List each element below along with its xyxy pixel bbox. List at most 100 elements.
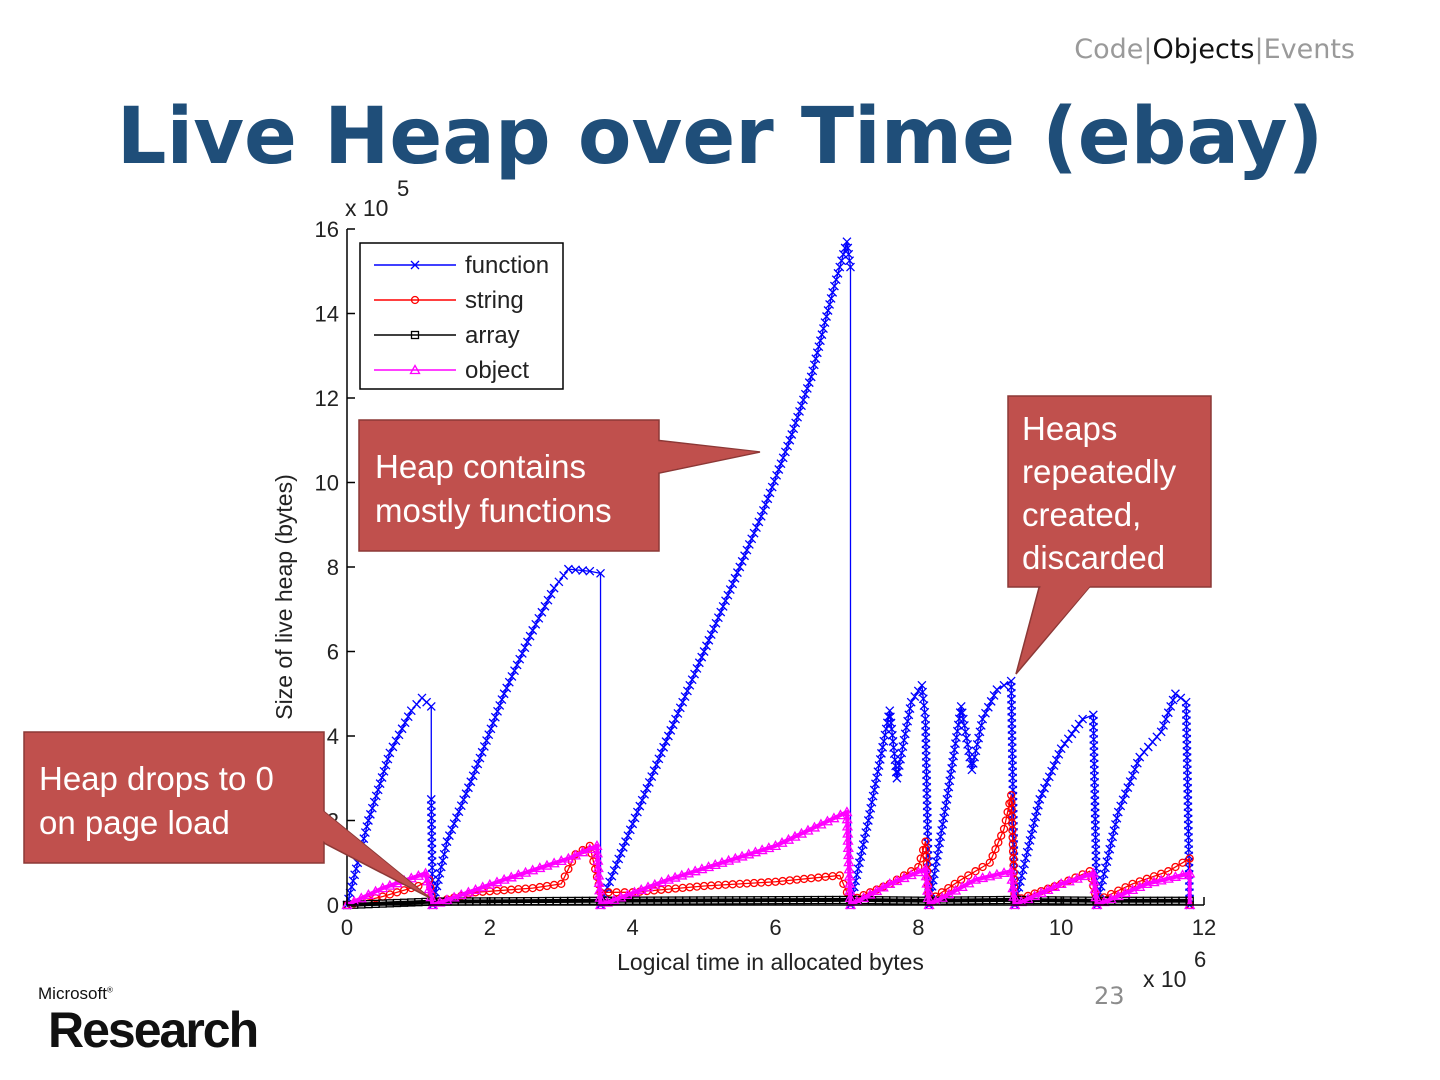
data-point-function (497, 695, 507, 705)
data-point-function (725, 585, 735, 594)
data-point-object (991, 868, 1003, 879)
data-point-function (663, 731, 673, 741)
data-point-object (655, 876, 668, 887)
data-point-function (360, 828, 370, 838)
data-point-object (984, 870, 996, 881)
data-point-function (793, 412, 803, 422)
data-point-function (477, 747, 487, 757)
data-point-function (463, 783, 473, 793)
data-point-object (1071, 872, 1083, 883)
page-title: Live Heap over Time (ebay) (116, 92, 1324, 182)
data-point-object (441, 894, 453, 905)
data-point-object (716, 856, 728, 867)
data-point-string (1185, 854, 1194, 863)
data-point-object (448, 891, 460, 902)
data-point-function (616, 848, 626, 858)
data-point-function (809, 360, 819, 370)
data-point-function (502, 683, 512, 693)
data-point-function (765, 488, 775, 498)
data-point-function (1163, 708, 1173, 718)
data-point-function (607, 871, 617, 881)
data-point-function (711, 618, 721, 628)
data-point-object (1087, 867, 1099, 878)
data-point-object (477, 881, 489, 892)
data-point-function (978, 714, 988, 724)
data-point-function (618, 842, 628, 852)
data-point-function (1132, 758, 1142, 768)
data-point-function (780, 447, 790, 457)
data-point-object (1006, 873, 1018, 884)
data-point-function (910, 692, 920, 702)
data-point-function (1113, 807, 1123, 817)
callout-repeated-box (1007, 395, 1212, 588)
data-point-object (743, 848, 755, 859)
data-point-object (898, 872, 910, 883)
data-point-function (493, 706, 502, 716)
data-point-object (534, 862, 546, 873)
breadcrumb-item-objects: Objects (1152, 34, 1255, 65)
data-point-function (690, 669, 700, 679)
data-point-function (804, 378, 814, 388)
data-point-function (630, 813, 640, 823)
data-point-function (385, 748, 395, 758)
x-tick-label: 6 (769, 915, 781, 940)
x-tick-label: 2 (484, 915, 496, 940)
plot-area (341, 237, 1196, 910)
legend-marker-object (409, 364, 421, 375)
data-point-function (769, 476, 779, 486)
data-point-function (1118, 795, 1128, 805)
data-point-function (1042, 778, 1052, 787)
data-point-string (557, 879, 566, 889)
x-tick-label: 12 (1192, 915, 1216, 940)
data-point-function (447, 825, 457, 835)
data-point-string (985, 858, 994, 867)
data-point-function (791, 418, 801, 428)
y-tick-label: 0 (327, 893, 339, 918)
breadcrumb-item-code: Code (1074, 34, 1144, 65)
data-point-function (379, 766, 389, 776)
data-point-function (537, 607, 547, 617)
data-point-function (543, 595, 553, 605)
data-point-string (399, 886, 409, 895)
series-function (342, 237, 1195, 910)
data-point-function (671, 714, 680, 724)
data-point-function (540, 601, 550, 611)
data-point-function (1035, 794, 1045, 804)
data-point-function (442, 837, 452, 847)
data-point-string (997, 831, 1006, 840)
data-point-function (426, 701, 436, 711)
data-point-function (661, 737, 671, 747)
data-point-function (391, 736, 401, 746)
data-point-object (736, 850, 748, 861)
data-point-function (1078, 714, 1088, 724)
data-point-function (400, 718, 410, 728)
data-point-function (449, 819, 459, 829)
data-point-function (507, 672, 517, 681)
data-point-object (405, 872, 417, 883)
data-point-function (692, 663, 702, 673)
data-point-function (806, 372, 816, 382)
x-tick-label: 0 (341, 915, 353, 940)
data-point-object (635, 883, 647, 894)
data-point-function (468, 771, 478, 781)
data-point-string (392, 888, 402, 897)
data-point-function (625, 825, 635, 835)
data-point-function (482, 736, 491, 746)
data-point-function (373, 785, 383, 795)
data-point-object (384, 879, 396, 890)
data-point-object (1169, 871, 1182, 881)
data-point-function (706, 630, 716, 640)
data-point-function (534, 613, 544, 623)
data-point-function (815, 336, 825, 346)
data-point-function (833, 268, 843, 278)
data-point-object (676, 869, 688, 880)
data-point-function (504, 677, 514, 687)
data-point-function (1047, 766, 1057, 776)
data-point-function (723, 590, 733, 600)
data-point-function (829, 281, 839, 291)
data-point-function (1056, 744, 1066, 754)
data-point-object (1079, 870, 1091, 881)
data-point-function (642, 783, 652, 793)
data-point-function (635, 801, 645, 811)
data-point-object (569, 849, 582, 860)
